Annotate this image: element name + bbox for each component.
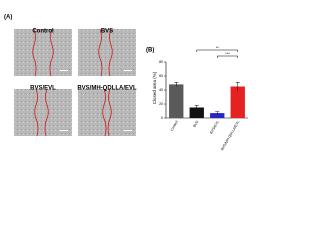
x-tick-label: BVS — [192, 119, 199, 128]
significance-label: ** — [216, 45, 220, 50]
y-tick-label: 60 — [159, 74, 163, 78]
x-tick-label: Control — [170, 120, 179, 132]
x-tick-label: BVS/EVL — [209, 120, 220, 135]
micrograph — [14, 88, 72, 137]
x-tick-label: BVS/MH-QDLLA/EVL — [220, 120, 240, 151]
figure: (A) Control BVS BVS/EVL BVS/MH-QDLLA/EVL… — [4, 15, 248, 151]
bar — [210, 113, 225, 118]
significance-bracket — [217, 55, 238, 58]
y-tick-label: 40 — [159, 88, 163, 92]
panel-label: (B) — [146, 48, 154, 54]
significance-bracket — [196, 49, 238, 52]
y-tick-label: 20 — [159, 102, 163, 106]
panel-label: (A) — [4, 15, 12, 21]
significance-label: *** — [225, 51, 230, 56]
image-label: BVS — [101, 29, 113, 35]
bar — [230, 86, 245, 118]
image-label: Control — [32, 29, 54, 35]
y-tick-label: 0 — [161, 116, 163, 120]
micrograph — [14, 28, 72, 77]
y-axis-label: Closed area (%) — [152, 71, 157, 104]
y-tick-label: 80 — [159, 60, 163, 64]
image-label: BVS/EVL — [30, 86, 56, 92]
micrograph — [78, 28, 136, 77]
bar — [169, 84, 184, 118]
image-label: BVS/MH-QDLLA/EVL — [77, 86, 137, 92]
bar — [189, 107, 204, 118]
micrograph — [78, 88, 136, 137]
